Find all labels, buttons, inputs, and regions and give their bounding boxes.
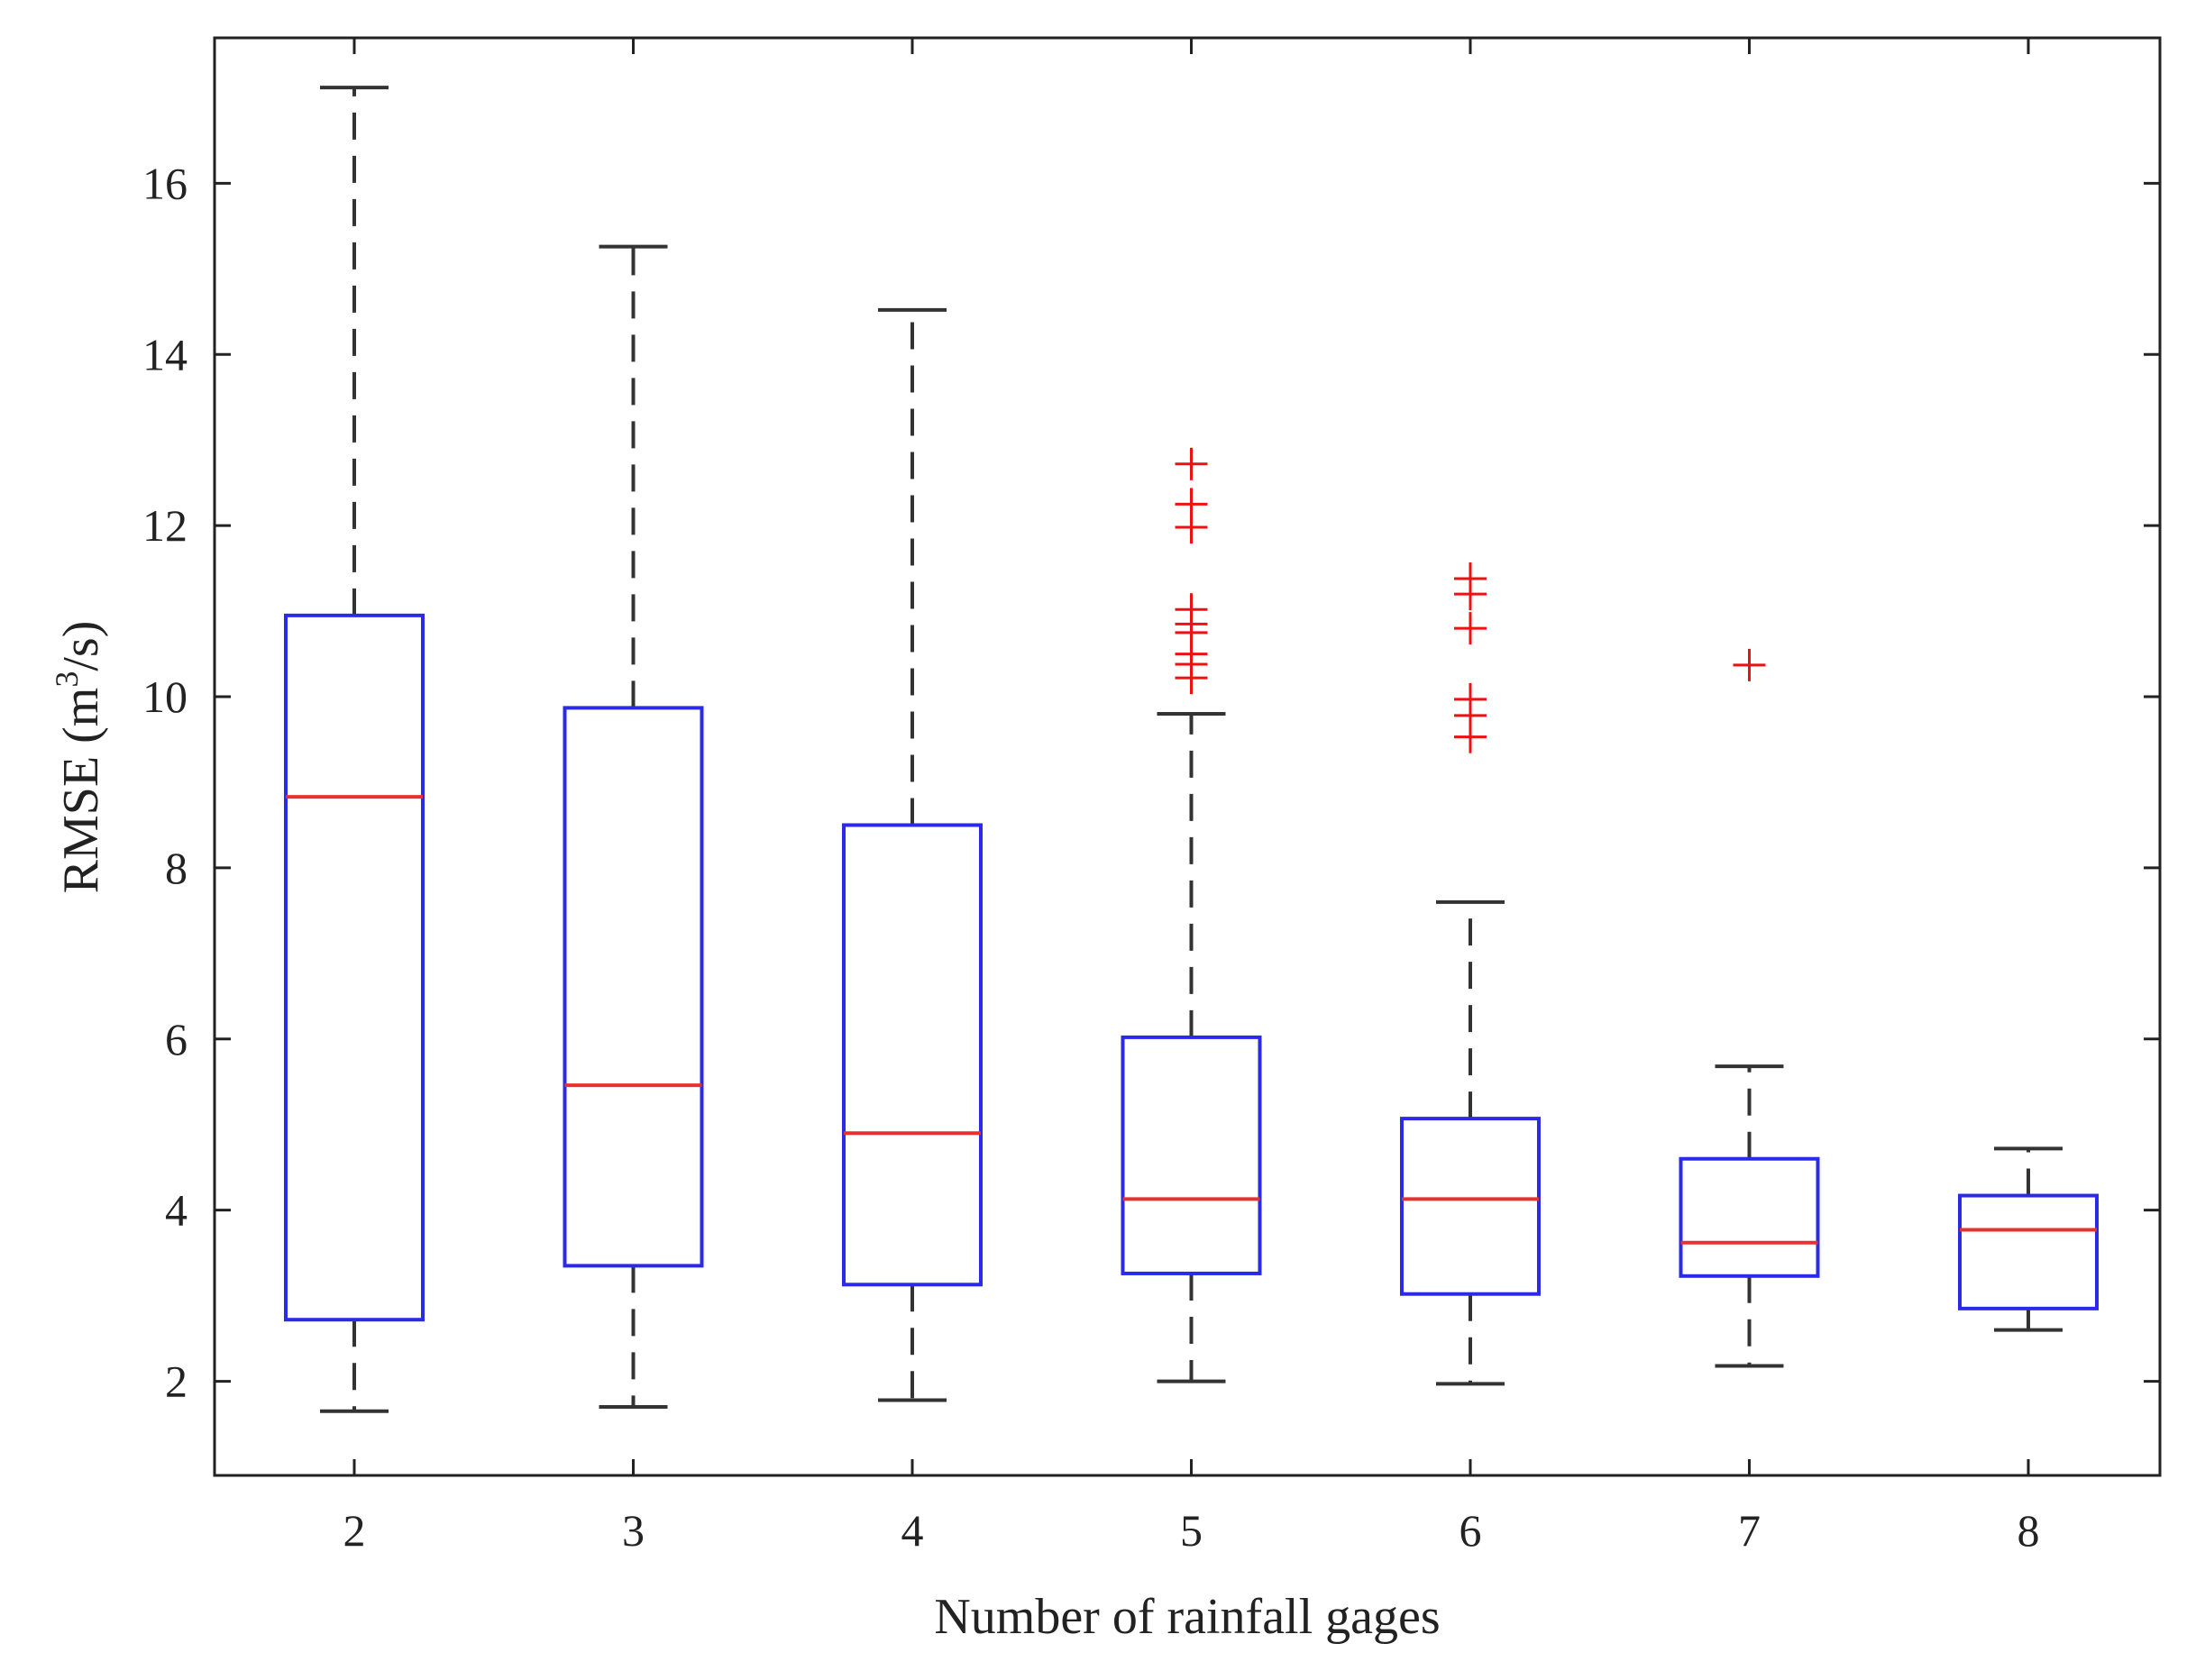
y-tick-label: 4: [165, 1185, 188, 1236]
x-tick-label: 5: [1180, 1505, 1203, 1556]
y-tick-label: 16: [142, 158, 188, 208]
iqr-box: [563, 706, 704, 1268]
box-8: [1958, 1146, 2099, 1332]
y-axis-label-superscript: 3: [49, 671, 85, 688]
y-tick-label: 8: [165, 843, 188, 893]
iqr-box: [842, 823, 983, 1287]
outlier-marker: [1175, 447, 1208, 480]
y-axis-ticks: 2 4 6 8 10 12 14 16: [142, 158, 2160, 1407]
box-7: [1679, 648, 1820, 1368]
box-series: [284, 86, 2099, 1413]
y-tick-label: 10: [142, 671, 188, 722]
y-tick-label: 12: [142, 500, 188, 551]
y-axis-label-prefix: RMSE (m: [53, 688, 109, 894]
x-tick-label: 4: [901, 1505, 924, 1556]
box-5: [1121, 447, 1262, 1383]
y-axis-label-suffix: /s): [53, 621, 109, 671]
y-tick-label: 6: [165, 1014, 188, 1064]
x-tick-label: 2: [343, 1505, 366, 1556]
x-tick-label: 6: [1459, 1505, 1482, 1556]
x-axis-label: Number of rainfall gages: [934, 1589, 1440, 1645]
box-4: [842, 307, 983, 1402]
outlier-marker: [1175, 488, 1208, 521]
outlier-marker: [1454, 682, 1487, 716]
iqr-box: [1400, 1117, 1541, 1296]
box-2: [284, 86, 425, 1413]
x-tick-label: 3: [622, 1505, 645, 1556]
x-tick-label: 7: [1738, 1505, 1761, 1556]
box-6: [1400, 562, 1541, 1386]
iqr-box: [284, 613, 425, 1322]
outlier-marker: [1733, 648, 1766, 681]
x-tick-label: 8: [2018, 1505, 2040, 1556]
y-tick-label: 14: [142, 329, 188, 379]
box-3: [563, 244, 704, 1410]
y-tick-label: 2: [165, 1356, 188, 1407]
outlier-marker: [1454, 612, 1487, 645]
iqr-box: [1121, 1035, 1262, 1275]
x-axis-ticks: 2 3 4 5 6 7 8: [343, 38, 2040, 1556]
outlier-marker: [1454, 562, 1487, 596]
iqr-box: [1679, 1156, 1820, 1278]
outlier-marker: [1175, 593, 1208, 626]
y-axis-label: RMSE (m3/s): [49, 621, 109, 894]
iqr-box: [1958, 1193, 2099, 1310]
